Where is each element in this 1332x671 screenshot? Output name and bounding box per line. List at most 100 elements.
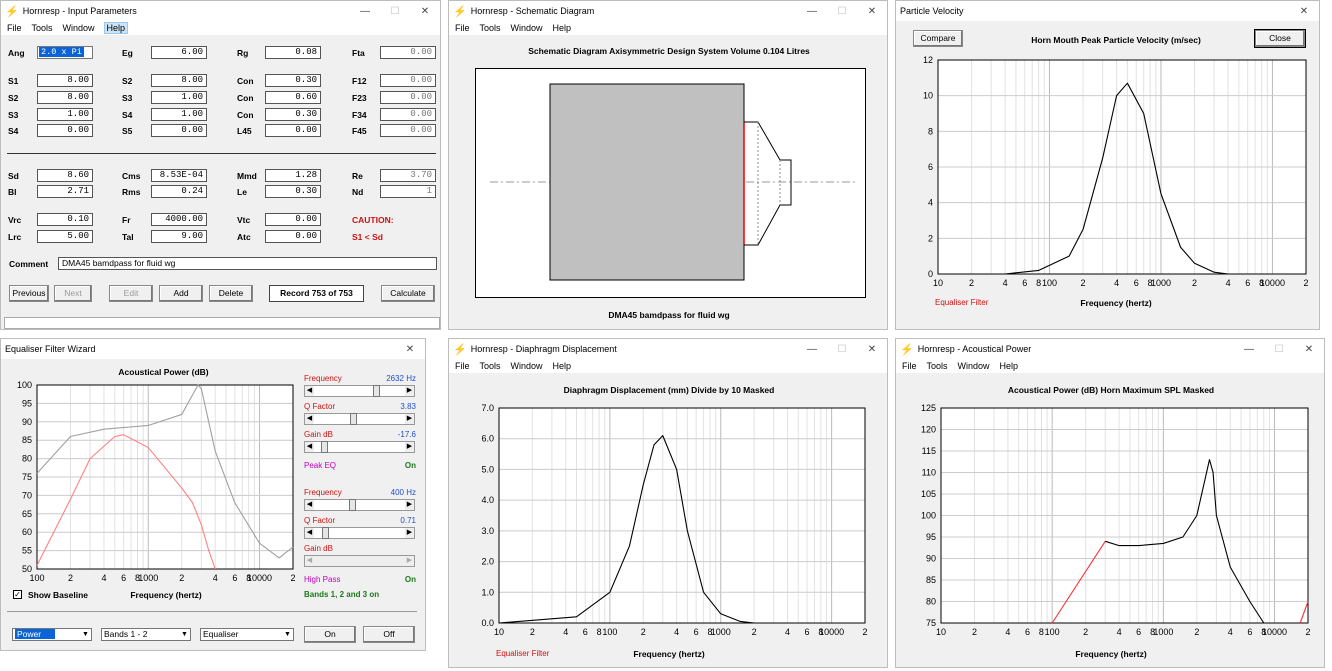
slider-thumb[interactable] xyxy=(322,527,329,539)
close-dialog-button[interactable]: Close xyxy=(1254,29,1306,48)
maximize-button[interactable]: ☐ xyxy=(390,5,400,17)
previous-button[interactable]: Previous xyxy=(9,285,49,302)
next-button[interactable]: Next xyxy=(54,285,92,302)
param-field-tal[interactable]: 9.00 xyxy=(151,230,207,243)
param-field-le[interactable]: 0.30 xyxy=(265,185,321,198)
menu-window[interactable]: Window xyxy=(510,23,543,33)
band2-frequency-slider[interactable]: ◀ ▶ xyxy=(304,499,415,511)
menu-tools[interactable]: Tools xyxy=(926,361,948,371)
menu-window[interactable]: Window xyxy=(957,361,990,371)
param-field-f45[interactable]: 0.00 xyxy=(380,124,436,137)
param-field-mmd[interactable]: 1.28 xyxy=(265,169,321,182)
param-field-s2[interactable]: 8.00 xyxy=(37,91,93,104)
arrow-left-icon[interactable]: ◀ xyxy=(305,442,314,452)
arrow-left-icon[interactable]: ◀ xyxy=(305,500,314,510)
param-field-l45[interactable]: 0.00 xyxy=(265,124,321,137)
param-field-lrc[interactable]: 5.00 xyxy=(37,230,93,243)
param-field-con[interactable]: 0.60 xyxy=(265,91,321,104)
add-button[interactable]: Add xyxy=(159,285,203,302)
maximize-button[interactable]: ☐ xyxy=(1274,343,1284,355)
param-field-re[interactable]: 3.70 xyxy=(380,169,436,182)
band1-gain-slider[interactable]: ◀ ▶ xyxy=(304,441,415,453)
param-field-cms[interactable]: 8.53E-04 xyxy=(151,169,207,182)
close-button[interactable]: ✕ xyxy=(420,5,430,17)
arrow-right-icon[interactable]: ▶ xyxy=(405,556,414,566)
param-field-s4[interactable]: 0.00 xyxy=(37,124,93,137)
param-field-vtc[interactable]: 0.00 xyxy=(265,213,321,226)
show-baseline-checkbox[interactable]: ✓ xyxy=(13,590,22,599)
comment-field[interactable]: DMA45 bamdpass for fluid wg xyxy=(58,257,437,270)
menu-window[interactable]: Window xyxy=(62,23,95,33)
param-field-s4[interactable]: 1.00 xyxy=(151,108,207,121)
param-field-con[interactable]: 0.30 xyxy=(265,108,321,121)
param-field-nd[interactable]: 1 xyxy=(380,185,436,198)
param-field-s3[interactable]: 1.00 xyxy=(37,108,93,121)
param-field-sd[interactable]: 8.60 xyxy=(37,169,93,182)
arrow-left-icon[interactable]: ◀ xyxy=(305,528,314,538)
menu-help[interactable]: Help xyxy=(552,361,572,371)
arrow-right-icon[interactable]: ▶ xyxy=(405,386,414,396)
menu-help[interactable]: Help xyxy=(999,361,1019,371)
param-field-s1[interactable]: 8.00 xyxy=(37,74,93,87)
param-field-rms[interactable]: 0.24 xyxy=(151,185,207,198)
param-field-bl[interactable]: 2.71 xyxy=(37,185,93,198)
arrow-right-icon[interactable]: ▶ xyxy=(405,414,414,424)
arrow-left-icon[interactable]: ◀ xyxy=(305,414,314,424)
menu-help[interactable]: Help xyxy=(103,22,129,34)
maximize-button[interactable]: ☐ xyxy=(837,343,847,355)
off-button[interactable]: Off xyxy=(363,626,415,643)
arrow-right-icon[interactable]: ▶ xyxy=(405,442,414,452)
param-field-ang[interactable]: 2.0 x Pi xyxy=(37,46,93,59)
minimize-button[interactable]: — xyxy=(807,5,817,17)
on-button[interactable]: On xyxy=(304,626,356,643)
menu-file[interactable]: File xyxy=(7,23,22,33)
param-field-con[interactable]: 0.30 xyxy=(265,74,321,87)
close-button[interactable]: ✕ xyxy=(867,343,877,355)
param-field-vrc[interactable]: 0.10 xyxy=(37,213,93,226)
param-field-f34[interactable]: 0.00 xyxy=(380,108,436,121)
minimize-button[interactable]: — xyxy=(1244,343,1254,355)
bands-select[interactable]: Bands 1 - 2 ▼ xyxy=(101,628,191,641)
band1-q-slider[interactable]: ◀ ▶ xyxy=(304,413,415,425)
mode-select[interactable]: Power ▼ xyxy=(12,628,92,641)
close-button[interactable]: ✕ xyxy=(1299,5,1309,17)
close-button[interactable]: ✕ xyxy=(1304,343,1314,355)
param-field-f23[interactable]: 0.00 xyxy=(380,91,436,104)
param-field-s2[interactable]: 8.00 xyxy=(151,74,207,87)
param-field-s5[interactable]: 0.00 xyxy=(151,124,207,137)
param-field-eg[interactable]: 6.00 xyxy=(151,46,207,59)
menu-file[interactable]: File xyxy=(455,23,470,33)
arrow-left-icon[interactable]: ◀ xyxy=(305,386,314,396)
edit-button[interactable]: Edit xyxy=(109,285,153,302)
compare-button[interactable]: Compare xyxy=(913,30,963,47)
calculate-button[interactable]: Calculate xyxy=(381,285,435,302)
arrow-right-icon[interactable]: ▶ xyxy=(405,500,414,510)
param-field-atc[interactable]: 0.00 xyxy=(265,230,321,243)
band2-q-slider[interactable]: ◀ ▶ xyxy=(304,527,415,539)
menu-file[interactable]: File xyxy=(902,361,917,371)
param-field-s3[interactable]: 1.00 xyxy=(151,91,207,104)
slider-thumb[interactable] xyxy=(349,499,356,511)
maximize-button[interactable]: ☐ xyxy=(837,5,847,17)
param-field-fr[interactable]: 4000.00 xyxy=(151,213,207,226)
arrow-right-icon[interactable]: ▶ xyxy=(405,528,414,538)
param-field-fta[interactable]: 0.00 xyxy=(380,46,436,59)
close-button[interactable]: ✕ xyxy=(405,343,415,355)
slider-thumb[interactable] xyxy=(373,385,380,397)
param-field-f12[interactable]: 0.00 xyxy=(380,74,436,87)
filter-type-select[interactable]: Equaliser ▼ xyxy=(200,628,294,641)
arrow-left-icon[interactable]: ◀ xyxy=(305,556,314,566)
menu-tools[interactable]: Tools xyxy=(479,23,501,33)
menu-tools[interactable]: Tools xyxy=(31,23,53,33)
minimize-button[interactable]: — xyxy=(807,343,817,355)
param-field-rg[interactable]: 0.08 xyxy=(265,46,321,59)
slider-thumb[interactable] xyxy=(321,441,328,453)
horizontal-scrollbar[interactable] xyxy=(4,317,440,329)
menu-help[interactable]: Help xyxy=(552,23,572,33)
delete-button[interactable]: Delete xyxy=(209,285,253,302)
band1-frequency-slider[interactable]: ◀ ▶ xyxy=(304,385,415,397)
close-button[interactable]: ✕ xyxy=(867,5,877,17)
menu-window[interactable]: Window xyxy=(510,361,543,371)
slider-thumb[interactable] xyxy=(350,413,357,425)
band2-gain-slider[interactable]: ◀ ▶ xyxy=(304,555,415,567)
